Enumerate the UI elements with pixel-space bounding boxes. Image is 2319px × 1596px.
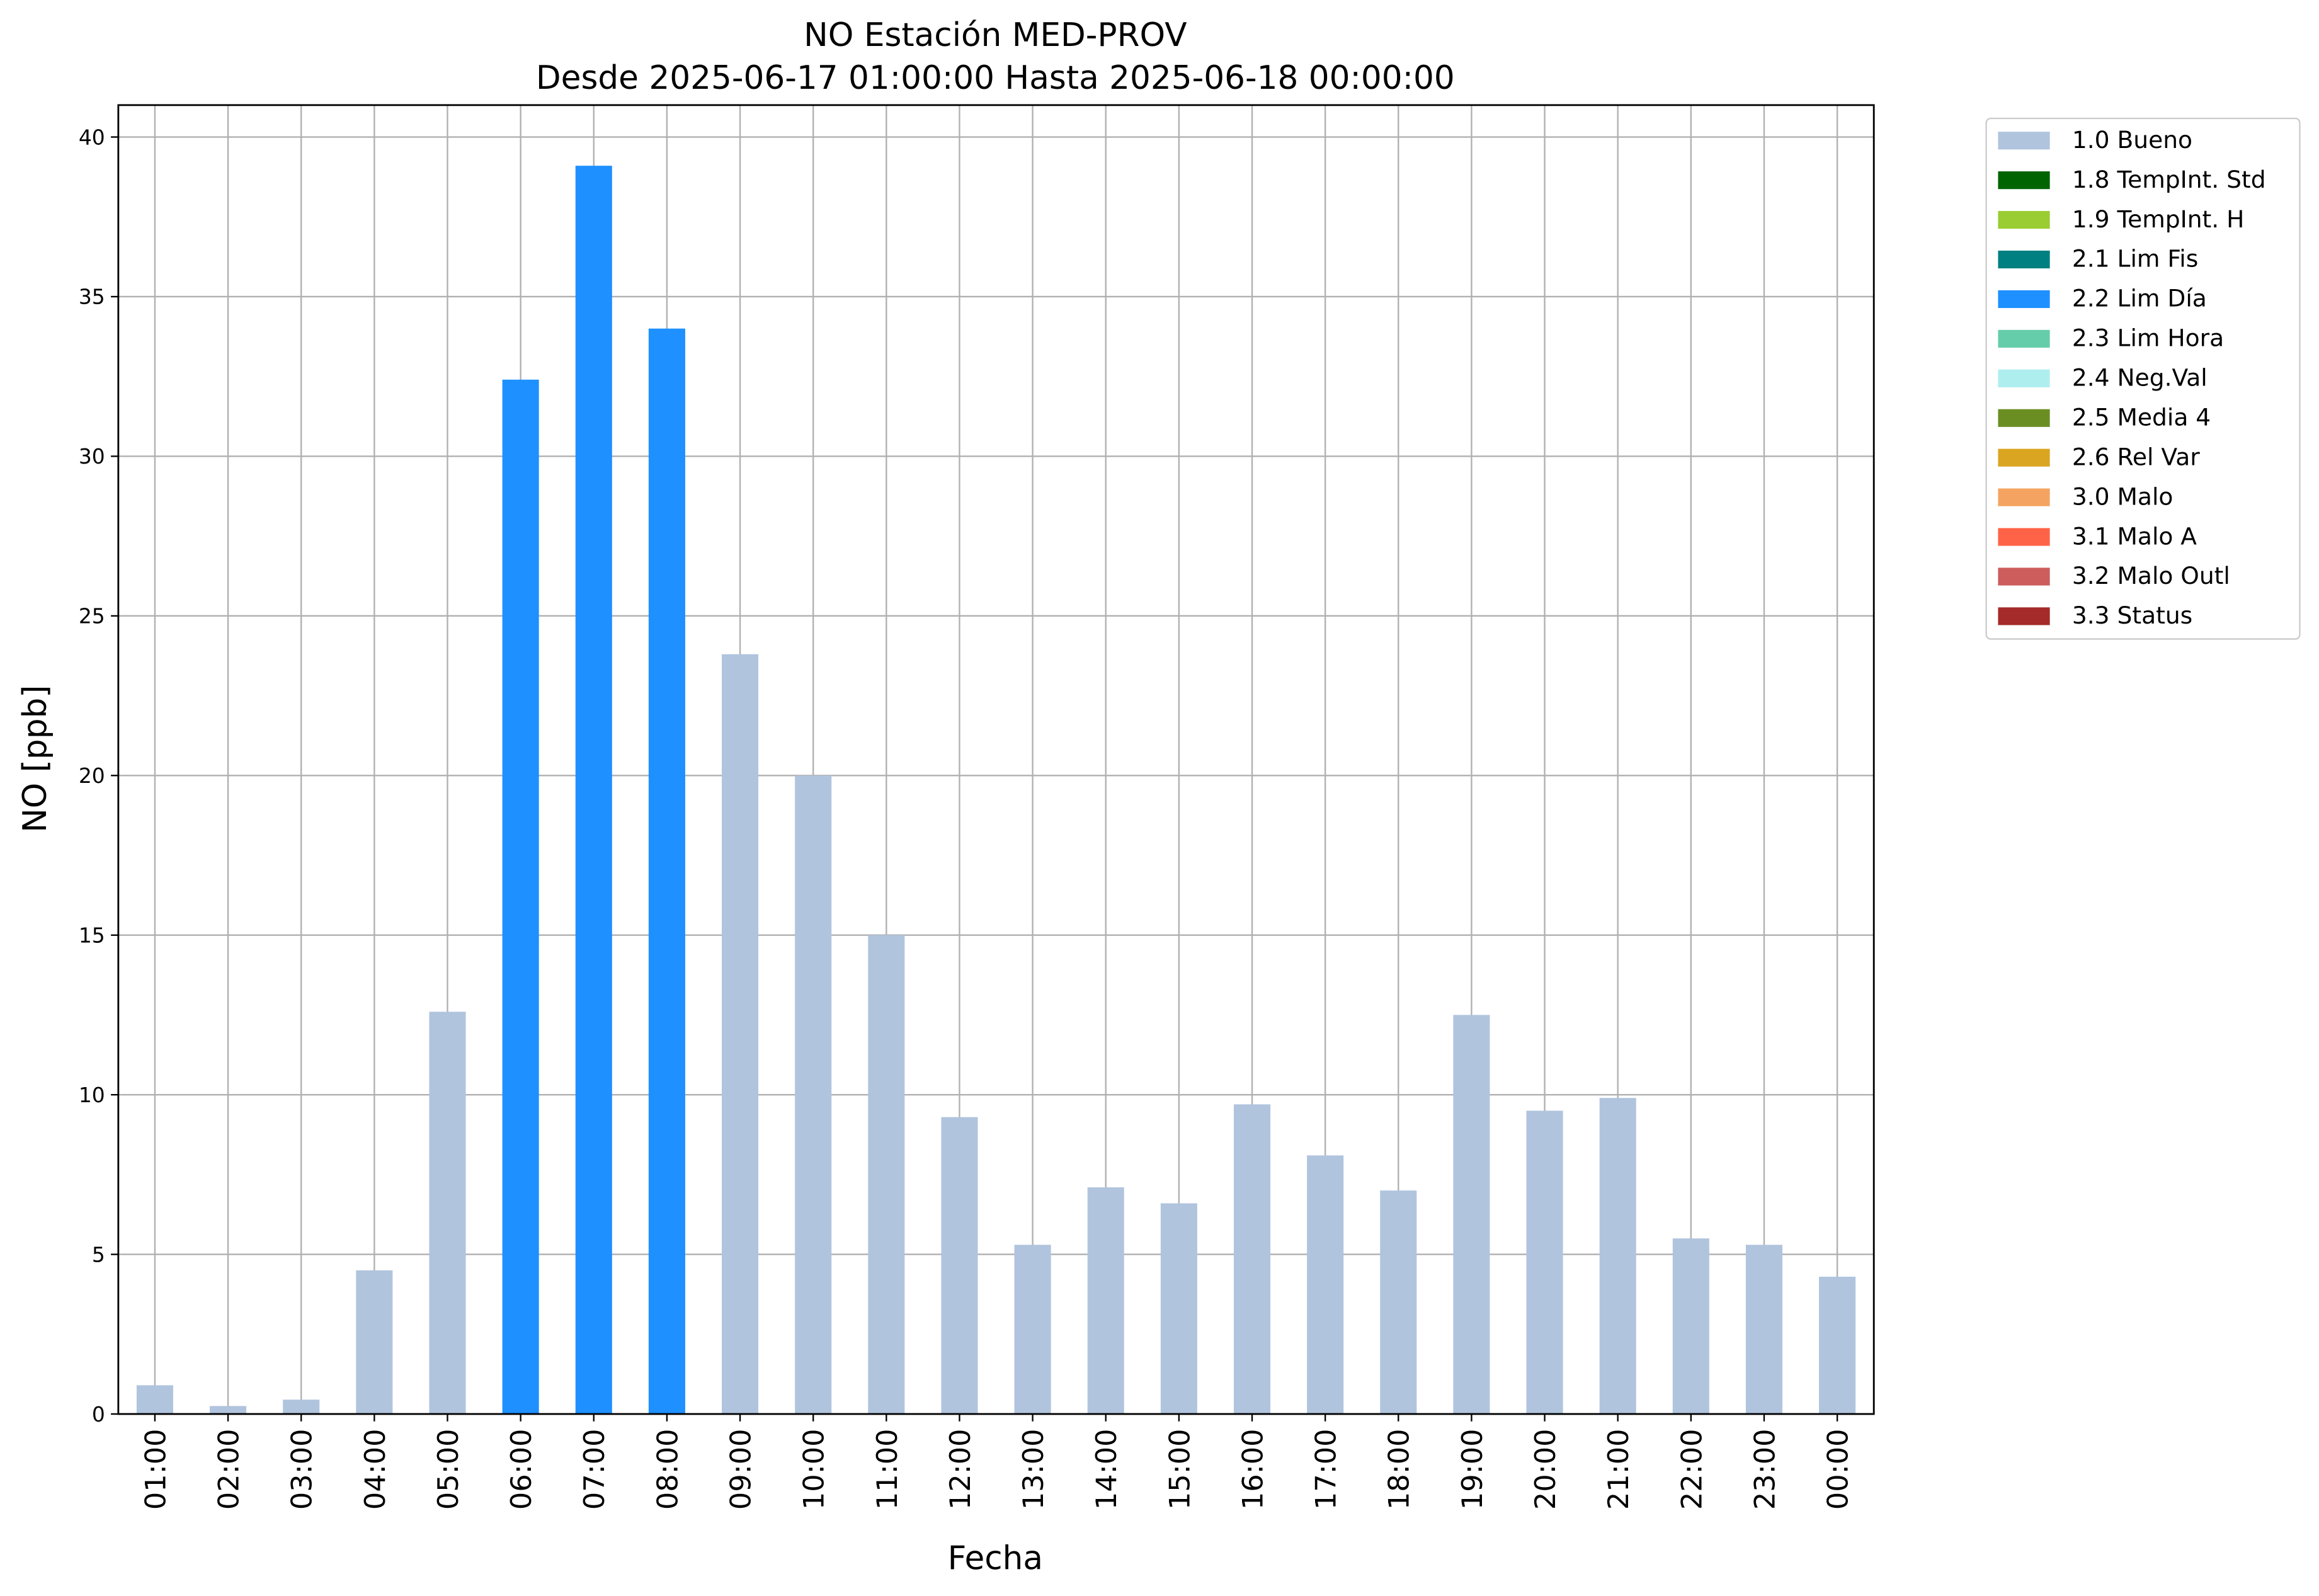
- x-tick-label: 01:00: [139, 1429, 172, 1510]
- y-tick-label: 40: [79, 125, 105, 149]
- legend-label: 2.5 Media 4: [2072, 403, 2211, 431]
- bar: [1087, 1187, 1124, 1415]
- bar: [210, 1406, 247, 1415]
- bar: [356, 1270, 393, 1415]
- legend-swatch: [1998, 369, 2050, 387]
- legend-swatch: [1998, 607, 2050, 625]
- x-tick-label: 22:00: [1675, 1429, 1708, 1510]
- bar: [722, 654, 759, 1415]
- legend-swatch: [1998, 488, 2050, 506]
- bar: [1014, 1245, 1051, 1415]
- bar: [1672, 1238, 1709, 1415]
- x-tick-label: 09:00: [724, 1429, 757, 1510]
- x-tick-label: 16:00: [1236, 1429, 1269, 1510]
- legend-swatch: [1998, 210, 2050, 229]
- bar: [575, 166, 612, 1415]
- bar: [1160, 1203, 1197, 1415]
- legend-swatch: [1998, 171, 2050, 190]
- legend-swatch: [1998, 528, 2050, 546]
- x-tick-label: 06:00: [505, 1429, 538, 1510]
- legend-label: 1.0 Bueno: [2072, 126, 2192, 154]
- legend-label: 2.4 Neg.Val: [2072, 364, 2208, 392]
- x-tick-label: 13:00: [1017, 1429, 1050, 1510]
- legend-label: 2.6 Rel Var: [2072, 443, 2200, 470]
- legend-swatch: [1998, 448, 2050, 467]
- legend-label: 3.2 Malo Outl: [2072, 562, 2230, 590]
- legend-label: 1.8 TempInt. Std: [2072, 166, 2266, 193]
- legend-label: 3.3 Status: [2072, 601, 2192, 629]
- x-axis-label: Fecha: [948, 1540, 1043, 1578]
- y-tick-label: 35: [79, 285, 105, 309]
- x-tick-label: 07:00: [578, 1429, 611, 1510]
- x-tick-label: 14:00: [1090, 1429, 1123, 1510]
- x-tick-label: 20:00: [1529, 1429, 1562, 1510]
- bar: [1526, 1110, 1563, 1415]
- x-tick-label: 19:00: [1456, 1429, 1489, 1510]
- legend-label: 3.0 Malo: [2072, 482, 2174, 510]
- bar: [941, 1117, 978, 1415]
- x-tick-label: 08:00: [651, 1429, 684, 1510]
- x-tick-label: 11:00: [871, 1429, 904, 1510]
- legend-swatch: [1998, 567, 2050, 586]
- bar: [1745, 1245, 1783, 1415]
- legend-swatch: [1998, 132, 2050, 150]
- y-tick-label: 10: [79, 1083, 105, 1107]
- bar: [1599, 1098, 1636, 1415]
- y-tick-label: 0: [92, 1402, 105, 1427]
- x-tick-label: 23:00: [1748, 1429, 1781, 1510]
- legend-swatch: [1998, 329, 2050, 348]
- legend-label: 2.2 Lim Día: [2072, 285, 2207, 312]
- bar: [1453, 1015, 1490, 1415]
- legend-label: 1.9 TempInt. H: [2072, 205, 2245, 233]
- legend: 1.0 Bueno 1.8 TempInt. Std 1.9 TempInt. H 2…: [1985, 117, 2301, 640]
- x-tick-label: 12:00: [944, 1429, 977, 1510]
- x-tick-label: 04:00: [359, 1429, 392, 1510]
- legend-swatch: [1998, 250, 2050, 269]
- x-tick-label: 05:00: [432, 1429, 465, 1510]
- bar: [795, 775, 832, 1415]
- chart-title: NO Estación MED-PROV: [804, 16, 1187, 54]
- y-axis-label: NO [ppb]: [16, 685, 54, 833]
- legend-box: [1985, 117, 2301, 640]
- legend-label: 2.3 Lim Hora: [2072, 324, 2224, 352]
- bar: [1233, 1104, 1271, 1415]
- bar: [868, 935, 905, 1415]
- bar: [1819, 1277, 1856, 1415]
- y-tick-label: 30: [79, 444, 105, 469]
- x-tick-label: 02:00: [213, 1429, 246, 1510]
- legend-swatch: [1998, 290, 2050, 309]
- bar: [648, 328, 685, 1415]
- bar: [1380, 1190, 1417, 1415]
- x-tick-label: 15:00: [1163, 1429, 1196, 1510]
- legend-label: 3.1 Malo A: [2072, 522, 2197, 550]
- chart-subtitle: Desde 2025-06-17 01:00:00 Hasta 2025-06-…: [536, 59, 1455, 97]
- x-tick-label: 21:00: [1602, 1429, 1635, 1510]
- x-tick-label: 03:00: [286, 1429, 319, 1510]
- y-tick-label: 25: [79, 604, 105, 629]
- legend-label: 2.1 Lim Fis: [2072, 245, 2198, 273]
- y-tick-label: 5: [92, 1242, 105, 1267]
- x-tick-label: 18:00: [1383, 1429, 1416, 1510]
- x-tick-label: 10:00: [798, 1429, 831, 1510]
- x-tick-label: 00:00: [1822, 1429, 1855, 1510]
- bar: [1307, 1155, 1344, 1415]
- bars: [136, 166, 1856, 1415]
- x-tick-label: 17:00: [1310, 1429, 1343, 1510]
- plot-frame: [117, 104, 1875, 1415]
- bar: [429, 1012, 466, 1415]
- bar: [283, 1399, 320, 1415]
- y-tick-label: 20: [79, 763, 105, 788]
- bar: [502, 379, 539, 1415]
- legend-swatch: [1998, 409, 2050, 427]
- bar: [136, 1385, 173, 1415]
- y-tick-label: 15: [79, 923, 105, 947]
